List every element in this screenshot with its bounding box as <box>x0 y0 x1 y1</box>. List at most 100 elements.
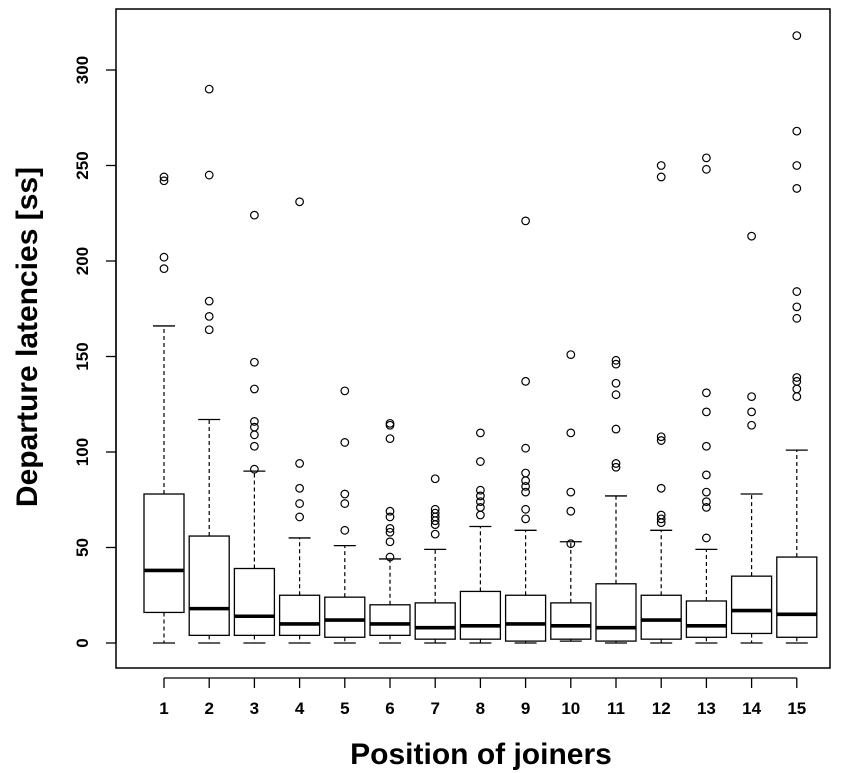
outlier-point <box>249 422 259 432</box>
y-axis: 0 50 100 150 200 250 300 <box>73 56 117 648</box>
x-tick-label: 9 <box>521 699 530 718</box>
outlier-point <box>792 31 802 41</box>
x-tick-label: 8 <box>476 699 485 718</box>
outlier-point <box>656 161 666 170</box>
box-3 <box>233 210 276 644</box>
iqr-box <box>504 594 547 642</box>
outlier-point <box>385 418 395 428</box>
outlier-point <box>792 373 802 382</box>
outlier-point <box>792 376 802 386</box>
iqr-box <box>143 493 185 614</box>
outlier-point <box>385 552 395 562</box>
x-tick-label: 1 <box>159 699 168 718</box>
outlier-point <box>340 386 350 396</box>
outlier-point <box>159 252 169 262</box>
outlier-point <box>521 216 530 226</box>
outlier-point <box>702 407 711 417</box>
y-axis-title: Departure latencies [ss] <box>11 167 44 507</box>
outlier-point <box>476 457 485 466</box>
outlier-point <box>521 487 530 497</box>
outlier-point <box>611 462 621 472</box>
outlier-point <box>249 430 259 440</box>
y-tick-label: 300 <box>73 56 92 84</box>
outlier-point <box>747 420 756 430</box>
outlier-point <box>204 296 214 306</box>
outlier-point <box>476 485 485 495</box>
x-tick-label: 11 <box>607 699 625 718</box>
box-14 <box>730 231 773 644</box>
outlier-point <box>792 287 802 296</box>
box-11 <box>595 355 637 644</box>
outlier-point <box>566 487 576 497</box>
outlier-point <box>476 510 485 520</box>
outlier-point <box>747 407 756 417</box>
box-1 <box>143 172 185 644</box>
outlier-point <box>566 539 576 549</box>
box-10 <box>550 350 592 642</box>
outlier-point <box>566 506 576 516</box>
iqr-box <box>233 567 276 637</box>
outlier-point <box>340 499 350 508</box>
x-tick-label: 3 <box>250 699 259 718</box>
x-tick-label: 5 <box>340 699 349 718</box>
outlier-point <box>521 376 530 386</box>
iqr-box <box>459 590 502 640</box>
outlier-point <box>702 533 711 543</box>
iqr-box <box>550 602 592 640</box>
outlier-point <box>430 508 440 518</box>
outlier-point <box>611 359 621 369</box>
outlier-point <box>521 468 530 478</box>
outlier-point <box>204 311 214 321</box>
outlier-point <box>340 438 350 447</box>
outlier-point <box>430 529 440 539</box>
box-12 <box>640 161 682 644</box>
box-13 <box>685 153 728 644</box>
outlier-point <box>430 474 440 484</box>
outlier-point <box>611 459 621 468</box>
outlier-point <box>476 497 485 507</box>
outlier-point <box>385 506 395 516</box>
box-8 <box>459 428 502 644</box>
box-4 <box>278 197 321 644</box>
outlier-point <box>385 537 395 547</box>
outlier-point <box>611 424 621 434</box>
outlier-point <box>792 126 802 136</box>
outlier-point <box>702 487 711 497</box>
outlier-point <box>702 497 711 507</box>
x-tick-label: 10 <box>561 699 580 718</box>
outlier-point <box>385 434 395 444</box>
box-15 <box>776 31 818 644</box>
iqr-box <box>640 594 682 640</box>
x-tick-label: 2 <box>204 699 213 718</box>
outlier-point <box>204 170 214 180</box>
x-tick-label: 6 <box>385 699 394 718</box>
outlier-point <box>521 481 530 491</box>
outlier-point <box>521 476 530 486</box>
y-tick-label: 200 <box>73 247 92 275</box>
outlier-point <box>702 502 711 512</box>
outlier-point <box>611 378 621 388</box>
outlier-point <box>295 459 305 468</box>
outlier-point <box>656 514 666 524</box>
outlier-point <box>792 184 802 193</box>
outlier-point <box>747 231 756 241</box>
outlier-point <box>249 464 259 474</box>
outlier-point <box>385 512 395 522</box>
x-axis-title: Position of joiners <box>350 738 612 771</box>
outlier-point <box>249 357 259 367</box>
iqr-box <box>278 594 321 637</box>
y-tick-label: 100 <box>73 438 92 466</box>
box-5 <box>324 386 366 644</box>
iqr-box <box>188 535 230 637</box>
outlier-point <box>702 441 711 451</box>
outlier-point <box>566 350 576 359</box>
outlier-point <box>249 210 259 220</box>
outlier-point <box>566 428 576 438</box>
outlier-point <box>792 392 802 402</box>
iqr-box <box>369 604 411 637</box>
outlier-point <box>385 527 395 537</box>
outlier-point <box>792 161 802 170</box>
box-6 <box>369 418 411 644</box>
iqr-box <box>414 602 456 640</box>
